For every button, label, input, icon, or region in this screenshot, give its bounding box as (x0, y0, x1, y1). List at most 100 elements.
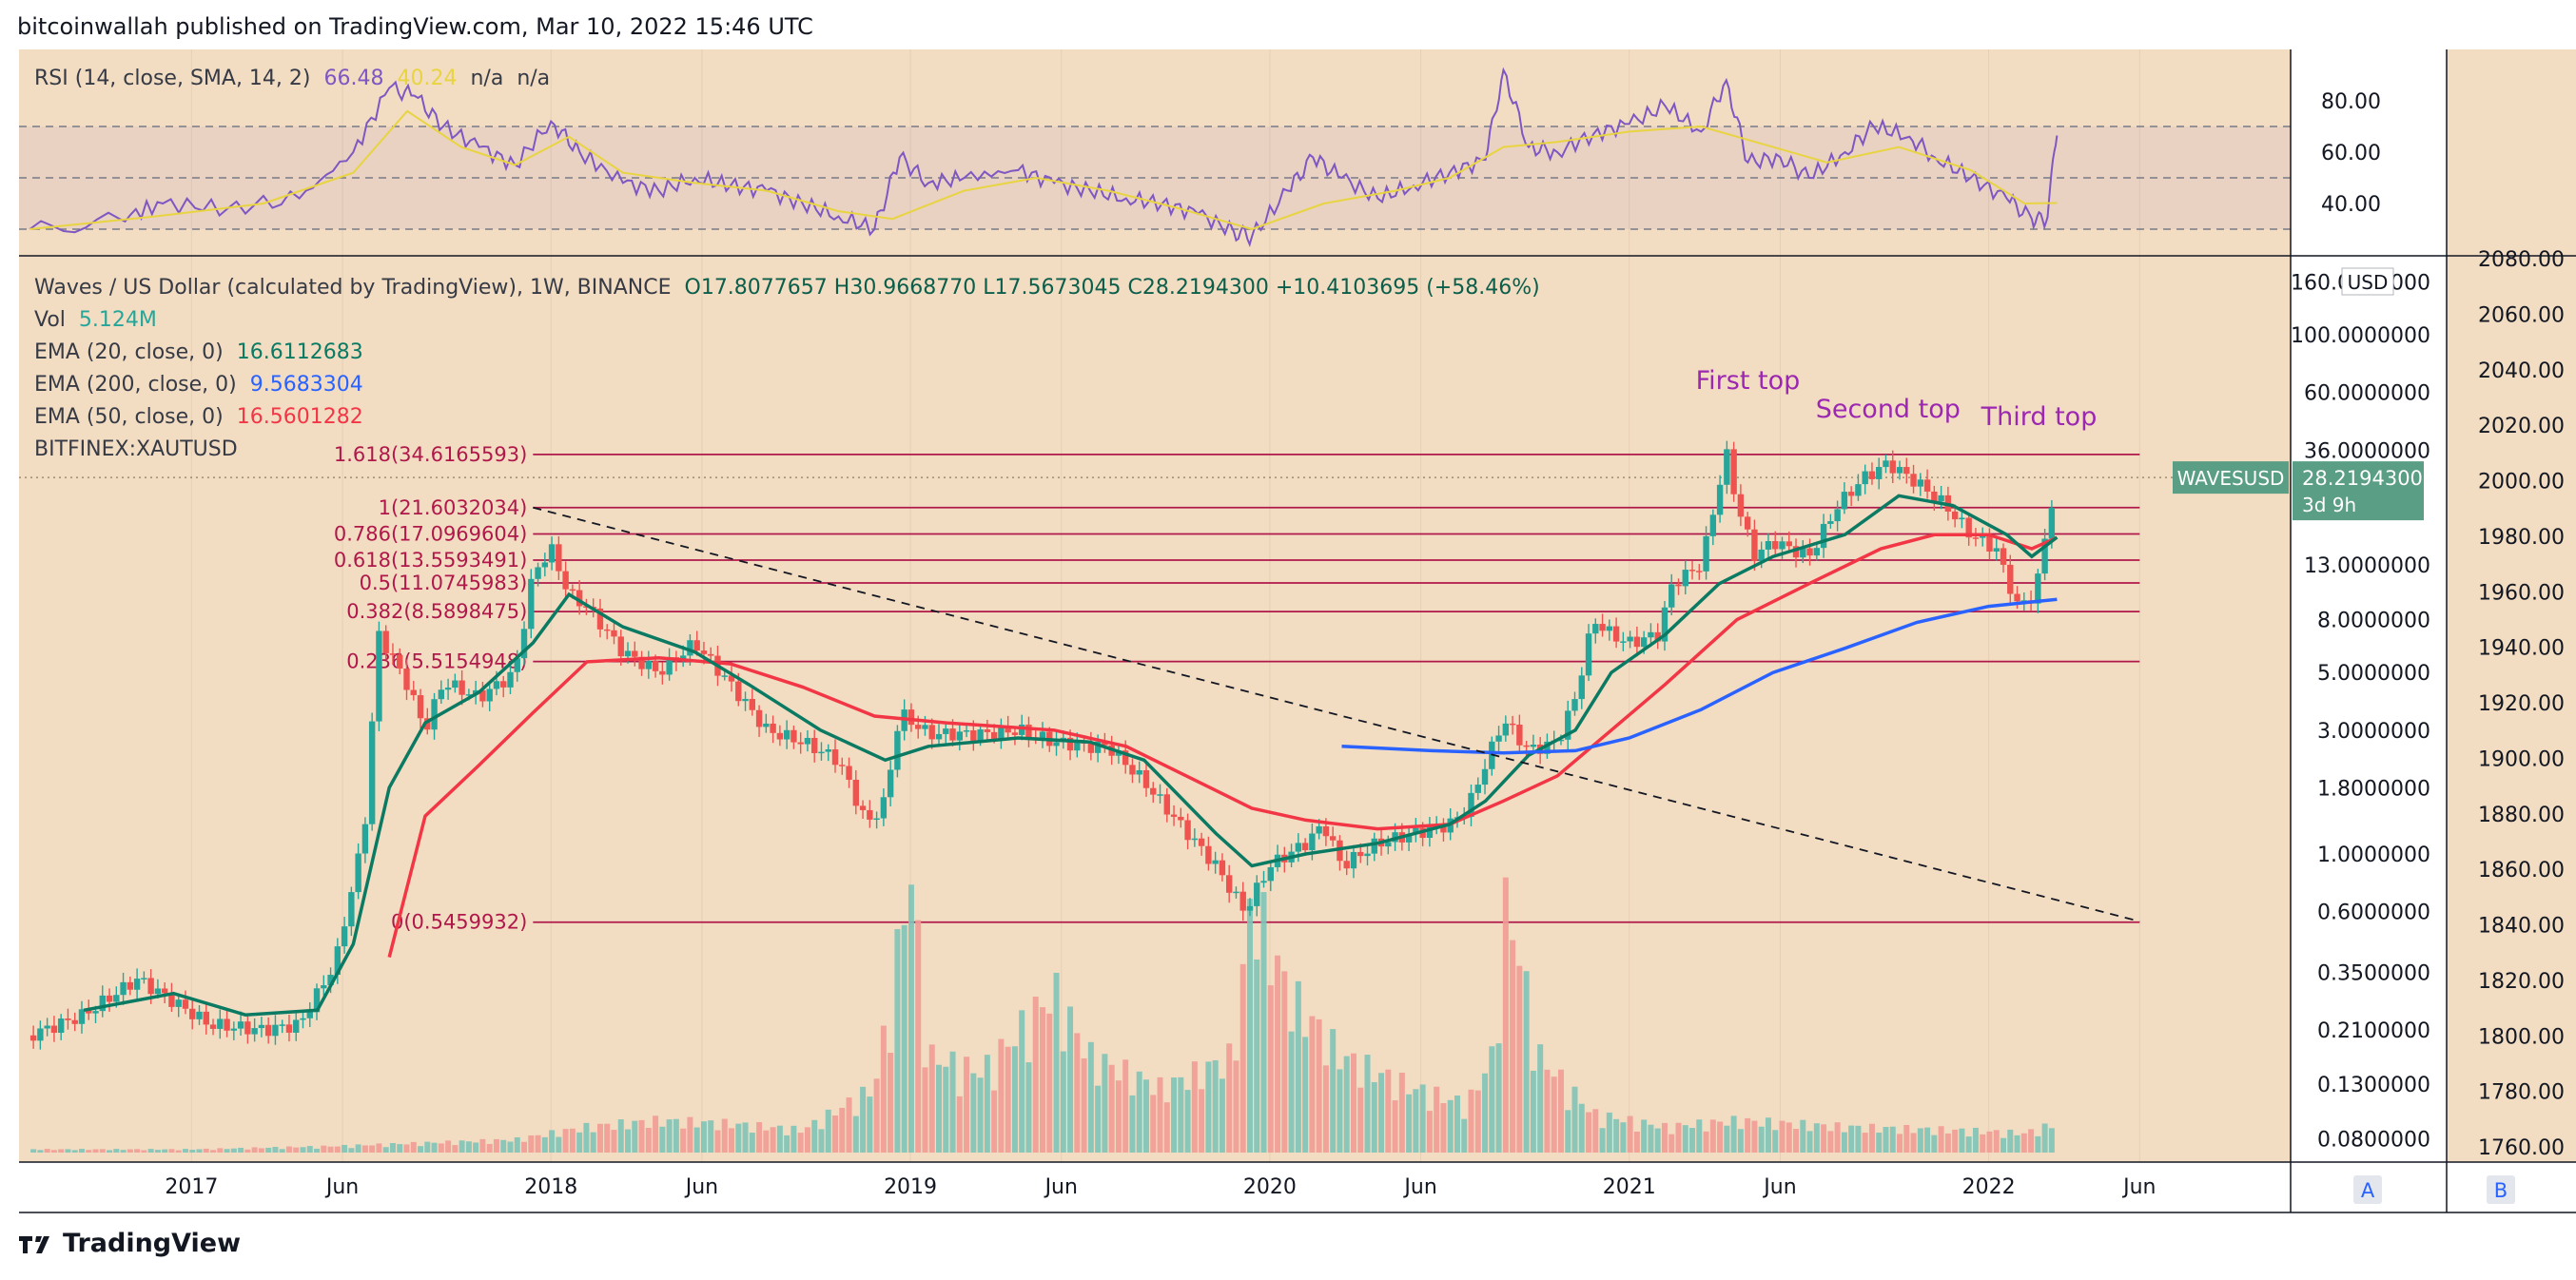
candle-body-270 (1896, 467, 1903, 474)
volume-bar-100 (721, 1118, 728, 1153)
ema20-value: 16.6112683 (236, 340, 363, 364)
ema50-label: EMA (50, close, 0) (34, 405, 224, 429)
candle-body-100 (721, 675, 728, 677)
volume-bar-38 (293, 1147, 300, 1153)
candle-body-176 (1246, 905, 1254, 911)
volume-bar-142 (1011, 1046, 1018, 1153)
volume-bar-261 (1834, 1122, 1841, 1153)
candle-body-88 (638, 656, 645, 669)
candle-body-285 (2000, 548, 2007, 565)
price-tag-countdown: 3d 9h (2302, 494, 2356, 516)
candle-body-199 (1405, 833, 1413, 843)
candle-body-51 (382, 630, 389, 654)
volume-bar-257 (1806, 1131, 1813, 1153)
candle-body-80 (583, 606, 590, 608)
volume-bar-4 (58, 1149, 65, 1153)
volume-bar-96 (693, 1127, 700, 1153)
volume-bar-109 (784, 1135, 790, 1153)
volume-bar-222 (1565, 1110, 1571, 1153)
candle-body-190 (1343, 861, 1350, 869)
candle-body-234 (1648, 631, 1654, 638)
tradingview-logo-icon (19, 1235, 49, 1253)
candle-body-248 (1744, 516, 1751, 530)
volume-bar-29 (230, 1148, 237, 1153)
candle-body-3 (50, 1025, 58, 1034)
volume-bar-94 (680, 1128, 687, 1153)
volume-bar-149 (1060, 1051, 1066, 1153)
compare-tick-6: 1960.00 (2478, 581, 2565, 605)
volume-bar-229 (1613, 1118, 1620, 1153)
candle-body-187 (1322, 825, 1330, 837)
time-tick-5: Jun (1044, 1175, 1078, 1199)
compare-tick-2: 2040.00 (2478, 359, 2565, 383)
candle-body-237 (1669, 584, 1675, 608)
volume-bar-113 (811, 1119, 818, 1153)
volume-bar-251 (1765, 1117, 1771, 1153)
candle-body-22 (182, 999, 189, 1009)
candle-body-45 (341, 926, 348, 947)
rsi-sma-line (29, 109, 2058, 231)
volume-bar-122 (873, 1078, 880, 1153)
volume-bar-102 (735, 1123, 742, 1153)
candle-body-48 (361, 824, 369, 854)
candle-body-125 (894, 730, 901, 770)
volume-bar-243 (1709, 1119, 1716, 1153)
volume-bar-207 (1461, 1118, 1468, 1153)
volume-bar-136 (970, 1073, 977, 1153)
candle-body-184 (1301, 843, 1309, 851)
candle-body-170 (1205, 845, 1212, 864)
fib-label-4: 0.5(11.0745983) (360, 572, 528, 594)
volume-bar-123 (880, 1025, 887, 1153)
volume-bar-236 (1661, 1122, 1668, 1153)
candle-body-153 (1087, 742, 1095, 753)
volume-bar-198 (1398, 1072, 1405, 1153)
candle-body-60 (444, 688, 452, 690)
compare-tick-5: 1980.00 (2478, 526, 2565, 550)
volume-bar-238 (1675, 1122, 1682, 1153)
volume-bar-265 (1862, 1133, 1868, 1153)
volume-bar-209 (1474, 1090, 1481, 1153)
volume-bar-277 (1944, 1133, 1951, 1153)
volume-bar-137 (977, 1077, 984, 1153)
volume-bar-272 (1910, 1133, 1917, 1153)
candle-body-17 (147, 978, 154, 995)
vol-value: 5.124M (78, 308, 157, 332)
fib-label-2: 0.786(17.0969604) (334, 523, 527, 546)
volume-bar-119 (852, 1115, 859, 1153)
compare-tick-0: 2080.00 (2478, 248, 2565, 272)
footer-brand[interactable]: TradingView (17, 1229, 241, 1258)
candle-body-288 (2020, 600, 2028, 602)
volume-bar-171 (1212, 1059, 1219, 1153)
candle-body-32 (251, 1028, 258, 1035)
candle-body-56 (417, 695, 424, 719)
volume-bar-165 (1171, 1077, 1178, 1153)
volume-bar-89 (645, 1128, 652, 1153)
volume-bar-147 (1046, 1013, 1053, 1153)
candle-body-260 (1827, 521, 1834, 524)
candle-body-246 (1730, 449, 1737, 495)
time-tick-7: Jun (1402, 1175, 1436, 1199)
candle-body-104 (749, 698, 756, 710)
volume-bar-191 (1350, 1053, 1356, 1153)
candle-body-292 (2048, 507, 2056, 539)
volume-bar-260 (1827, 1131, 1834, 1153)
candle-body-177 (1254, 882, 1260, 906)
volume-bar-12 (113, 1149, 120, 1153)
volume-bar-82 (596, 1123, 603, 1153)
volume-bar-41 (314, 1148, 321, 1153)
volume-bar-45 (342, 1144, 348, 1153)
time-tick-6: 2020 (1243, 1175, 1297, 1199)
price-tick-5: 8.0000000 (2317, 610, 2430, 633)
volume-bar-164 (1163, 1102, 1170, 1153)
ema20-line (83, 494, 2059, 1017)
compare-tick-9: 1900.00 (2478, 747, 2565, 771)
candle-body-265 (1862, 471, 1868, 485)
annotation-1: Second top (1816, 395, 1961, 424)
candle-body-49 (368, 721, 376, 824)
candle-body-98 (708, 653, 714, 656)
candle-body-222 (1565, 710, 1571, 740)
candle-body-139 (990, 731, 998, 739)
candle-body-245 (1724, 449, 1730, 485)
volume-bar-213 (1502, 877, 1509, 1153)
